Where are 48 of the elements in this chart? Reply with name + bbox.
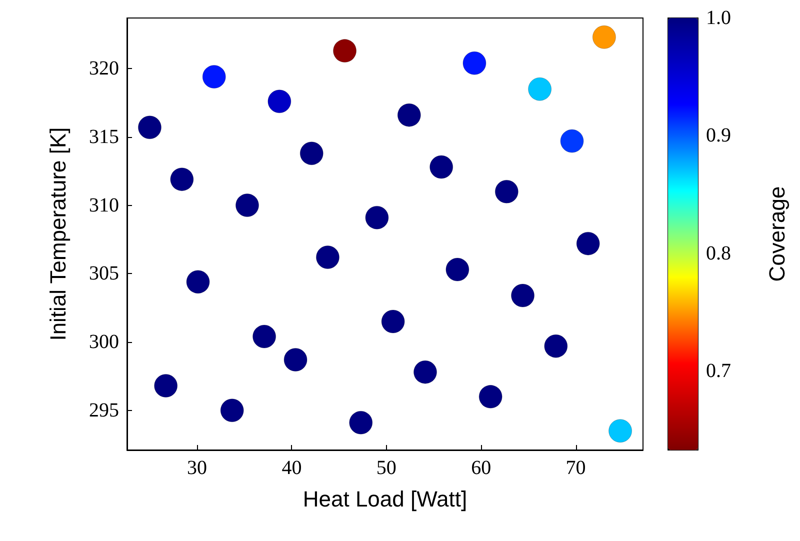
point	[381, 310, 405, 334]
point	[202, 65, 226, 89]
x-tick-label: 50	[376, 457, 396, 479]
point	[138, 116, 162, 140]
point	[397, 103, 421, 127]
point	[414, 360, 437, 384]
point	[576, 232, 600, 256]
point	[528, 77, 552, 101]
point	[365, 206, 389, 230]
point	[220, 398, 244, 422]
point	[478, 384, 502, 408]
color-bar-label: 0.7	[706, 360, 731, 382]
y-tick-label: 310	[89, 194, 119, 216]
point	[349, 410, 373, 434]
x-axis-title: Heat Load [Watt]	[302, 486, 468, 512]
point	[333, 39, 357, 63]
point	[544, 334, 568, 358]
point	[560, 129, 584, 153]
point	[300, 142, 324, 166]
color-bar-label: 1.0	[706, 7, 731, 29]
point	[252, 324, 276, 348]
point	[608, 419, 632, 443]
point	[462, 51, 486, 75]
x-tick-label: 30	[187, 457, 208, 479]
x-tick-label: 60	[471, 457, 492, 479]
point	[170, 168, 194, 192]
y-tick-label: 315	[89, 126, 119, 148]
y-tick-label: 305	[89, 262, 119, 285]
point	[284, 348, 308, 372]
point	[430, 155, 454, 179]
y-tick-label: 295	[89, 399, 119, 422]
y-tick-label: 300	[89, 331, 119, 353]
point	[316, 245, 340, 269]
y-axis-title: Initial Temperature [K]	[46, 127, 70, 341]
point	[592, 25, 616, 49]
point	[154, 374, 178, 398]
x-tick-label: 40	[282, 457, 302, 479]
point	[236, 194, 259, 218]
point	[186, 270, 210, 294]
color-bar-title: Coverage	[764, 186, 790, 282]
color-bar-label: 0.8	[706, 242, 731, 264]
point	[494, 180, 518, 204]
y-tick-label: 320	[89, 58, 119, 80]
x-tick-label: 70	[566, 457, 586, 479]
point	[268, 90, 292, 114]
color-bar-label: 0.9	[706, 124, 731, 147]
point	[511, 284, 535, 308]
point	[446, 258, 470, 282]
